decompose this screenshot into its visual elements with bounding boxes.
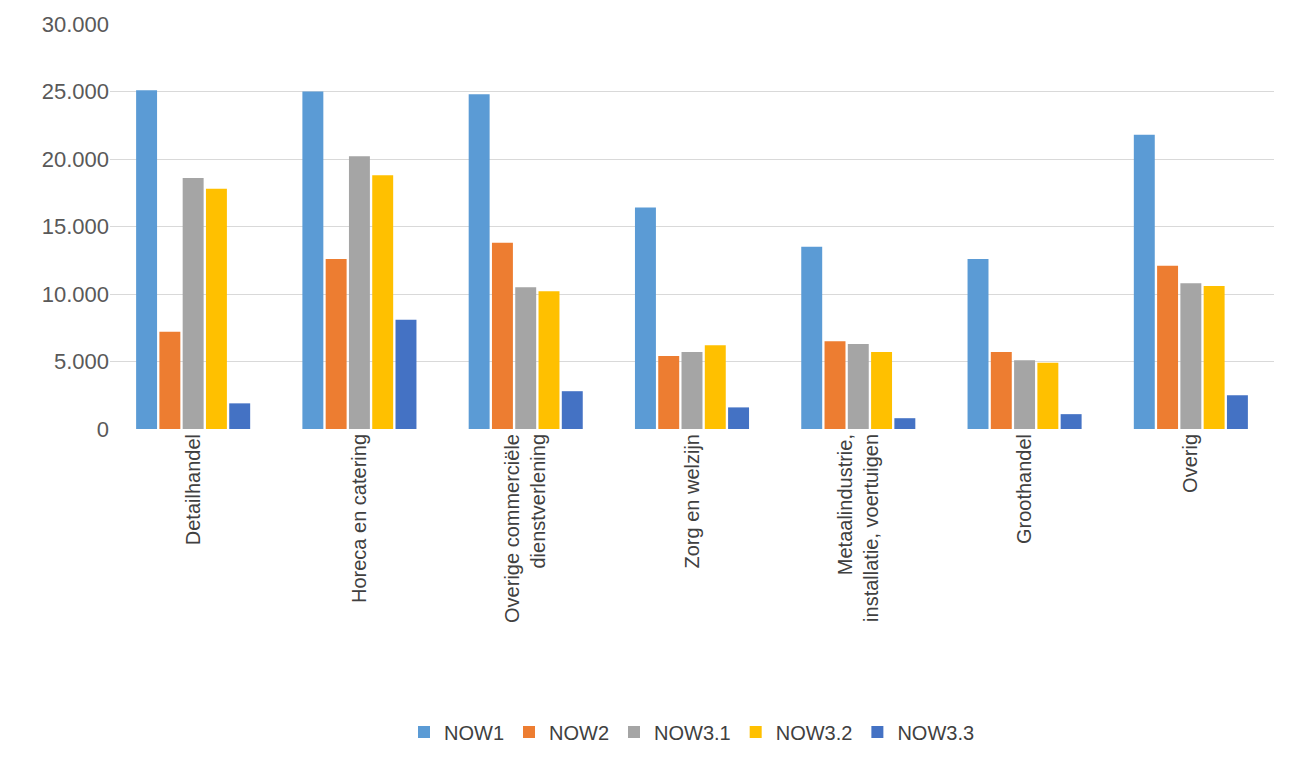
svg-text:5.000: 5.000 [54, 349, 109, 374]
svg-text:30.000: 30.000 [42, 12, 109, 37]
svg-text:NOW2: NOW2 [549, 722, 609, 744]
svg-text:Horeca en catering: Horeca en catering [348, 434, 370, 603]
svg-text:15.000: 15.000 [42, 214, 109, 239]
svg-text:Detailhandel: Detailhandel [182, 434, 204, 545]
svg-text:NOW3.2: NOW3.2 [776, 722, 853, 744]
svg-text:Groothandel: Groothandel [1013, 434, 1035, 544]
svg-text:NOW1: NOW1 [444, 722, 504, 744]
svg-text:0: 0 [97, 417, 109, 442]
svg-text:Overige commerciëledienstverle: Overige commerciëledienstverlening [501, 434, 549, 623]
svg-text:NOW3.1: NOW3.1 [654, 722, 731, 744]
svg-text:Zorg en welzijn: Zorg en welzijn [681, 434, 703, 569]
svg-text:NOW3.3: NOW3.3 [897, 722, 974, 744]
svg-text:10.000: 10.000 [42, 282, 109, 307]
svg-text:25.000: 25.000 [42, 79, 109, 104]
svg-text:Metaalindustrie,installatie, v: Metaalindustrie,installatie, voertuigen [834, 434, 882, 622]
svg-text:20.000: 20.000 [42, 147, 109, 172]
svg-text:Overig: Overig [1179, 434, 1201, 493]
